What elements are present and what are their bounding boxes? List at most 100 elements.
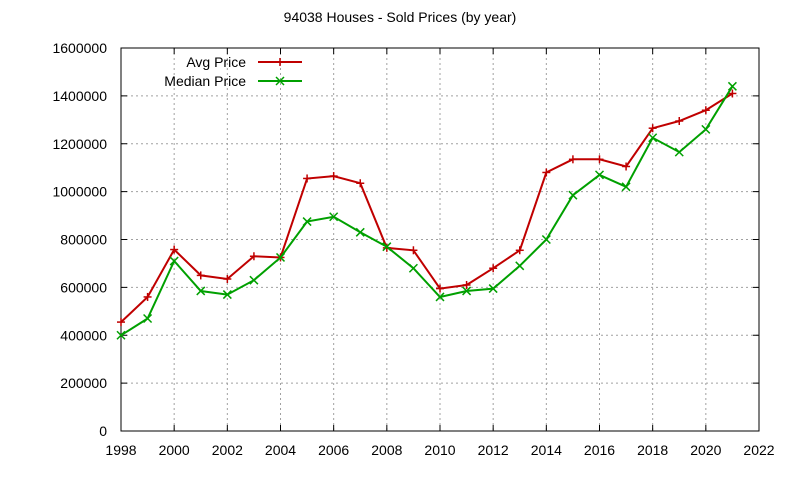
legend: Avg Price Median Price xyxy=(164,54,302,89)
series-group xyxy=(116,81,737,340)
data-point xyxy=(275,252,286,262)
y-tick-label: 1000000 xyxy=(52,184,107,200)
data-point xyxy=(701,124,711,134)
data-point-marker xyxy=(462,286,472,296)
data-point xyxy=(356,179,365,188)
data-point xyxy=(302,217,312,227)
data-point-marker xyxy=(648,133,658,143)
x-tick-label: 2012 xyxy=(478,442,509,458)
x-tick-label: 2010 xyxy=(424,442,455,458)
data-point xyxy=(515,261,525,271)
data-point xyxy=(541,234,551,245)
data-point-marker xyxy=(275,252,286,262)
series-line xyxy=(120,92,733,323)
data-point xyxy=(143,292,152,301)
data-point-marker xyxy=(222,290,232,300)
data-point-marker xyxy=(701,124,711,134)
data-point xyxy=(568,155,577,164)
data-point xyxy=(515,246,524,255)
data-point-marker xyxy=(169,256,179,266)
data-point-marker xyxy=(408,263,418,273)
data-point xyxy=(169,256,179,266)
data-point-marker xyxy=(196,286,206,296)
data-point xyxy=(727,81,737,91)
y-tick-label: 600000 xyxy=(60,279,107,295)
data-point xyxy=(329,172,338,181)
x-tick-label: 2020 xyxy=(690,442,721,458)
x-tick-label: 2022 xyxy=(743,442,774,458)
series-median-price xyxy=(116,81,737,340)
data-point xyxy=(382,242,392,252)
x-tick-label: 2000 xyxy=(159,442,190,458)
data-point xyxy=(249,275,259,285)
x-tick-label: 2004 xyxy=(265,442,296,458)
data-point xyxy=(435,292,445,302)
data-point-marker xyxy=(515,261,525,271)
y-axis-ticks: 0 200000 400000 600000 800000 1000000 1200000 1… xyxy=(52,40,759,439)
chart-title: 94038 Houses - Sold Prices (by year) xyxy=(284,9,517,25)
x-tick-label: 2016 xyxy=(584,442,615,458)
series-avg-price xyxy=(117,89,737,327)
x-tick-label: 2014 xyxy=(531,442,562,458)
data-point xyxy=(462,280,471,289)
data-point xyxy=(116,330,126,340)
data-point-marker xyxy=(727,81,737,91)
grid xyxy=(121,48,759,431)
x-tick-label: 2002 xyxy=(212,442,243,458)
data-point xyxy=(170,245,179,254)
data-point xyxy=(196,271,205,280)
data-point xyxy=(542,168,551,177)
data-point xyxy=(648,124,657,133)
data-point-marker xyxy=(488,284,498,294)
data-point-marker xyxy=(329,212,339,222)
data-point xyxy=(594,170,605,180)
y-tick-label: 0 xyxy=(99,423,107,439)
y-tick-label: 200000 xyxy=(60,375,107,391)
x-tick-label: 2018 xyxy=(637,442,668,458)
data-point xyxy=(436,284,444,293)
y-tick-label: 400000 xyxy=(60,327,107,343)
data-point xyxy=(249,252,258,261)
data-point xyxy=(117,318,125,327)
legend-label: Median Price xyxy=(164,73,246,89)
data-point xyxy=(223,274,232,283)
data-point xyxy=(329,212,339,222)
x-tick-label: 2008 xyxy=(371,442,402,458)
data-point xyxy=(648,133,658,143)
data-point-marker xyxy=(249,275,259,285)
y-tick-label: 1600000 xyxy=(52,40,107,56)
data-point xyxy=(568,190,578,200)
data-point-marker xyxy=(621,182,631,192)
data-point xyxy=(595,155,604,164)
data-point-marker xyxy=(355,227,365,237)
data-point-marker xyxy=(594,170,605,180)
data-point-marker xyxy=(674,147,684,157)
legend-label: Avg Price xyxy=(186,54,246,70)
data-point xyxy=(728,89,737,98)
y-tick-label: 1200000 xyxy=(52,136,107,152)
data-point xyxy=(355,227,365,237)
x-axis-ticks: 1998 2000 2002 2004 2006 2008 2010 2012 2014 2016… xyxy=(105,48,775,458)
data-point xyxy=(674,147,684,157)
data-point xyxy=(196,286,206,296)
x-tick-label: 2006 xyxy=(318,442,349,458)
data-point-marker xyxy=(143,313,153,324)
data-point xyxy=(489,264,498,273)
data-point xyxy=(303,174,312,183)
data-point xyxy=(675,117,684,126)
data-point xyxy=(621,182,631,192)
data-point-marker xyxy=(382,242,392,252)
data-point xyxy=(462,286,472,296)
data-point xyxy=(409,246,418,255)
data-point xyxy=(222,290,232,300)
y-tick-label: 1400000 xyxy=(52,88,107,104)
data-point-marker xyxy=(116,330,126,340)
data-point xyxy=(408,263,418,273)
data-point xyxy=(143,313,153,324)
data-point-marker xyxy=(435,292,445,302)
series-line xyxy=(120,85,734,337)
data-point-marker xyxy=(568,190,578,200)
y-tick-label: 800000 xyxy=(60,232,107,248)
data-point xyxy=(622,162,631,171)
